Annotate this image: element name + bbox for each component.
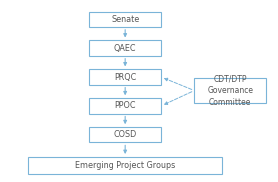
FancyBboxPatch shape bbox=[89, 69, 161, 85]
Text: CDT/DTP
Governance
Committee: CDT/DTP Governance Committee bbox=[207, 74, 253, 107]
Text: Emerging Project Groups: Emerging Project Groups bbox=[75, 161, 175, 170]
FancyBboxPatch shape bbox=[89, 11, 161, 27]
Text: COSD: COSD bbox=[113, 130, 137, 139]
FancyBboxPatch shape bbox=[89, 127, 161, 143]
Text: QAEC: QAEC bbox=[114, 44, 136, 53]
Text: PPOC: PPOC bbox=[115, 101, 136, 110]
Text: Senate: Senate bbox=[111, 15, 139, 24]
FancyBboxPatch shape bbox=[194, 78, 266, 103]
FancyBboxPatch shape bbox=[89, 98, 161, 114]
FancyBboxPatch shape bbox=[28, 157, 222, 174]
Text: PRQC: PRQC bbox=[114, 72, 136, 82]
FancyBboxPatch shape bbox=[89, 40, 161, 56]
